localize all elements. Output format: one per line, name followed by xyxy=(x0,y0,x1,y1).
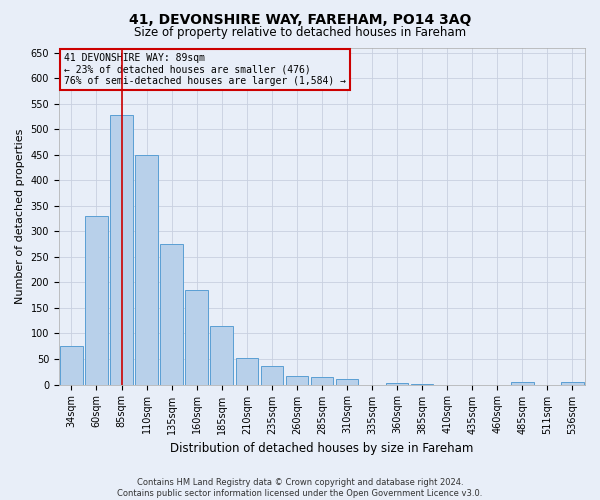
Bar xyxy=(60,346,83,385)
Bar xyxy=(386,382,409,384)
Bar xyxy=(336,380,358,384)
Bar xyxy=(236,358,258,384)
Bar xyxy=(286,376,308,384)
Bar xyxy=(185,290,208,384)
Text: 41 DEVONSHIRE WAY: 89sqm
← 23% of detached houses are smaller (476)
76% of semi-: 41 DEVONSHIRE WAY: 89sqm ← 23% of detach… xyxy=(64,52,346,86)
Bar xyxy=(561,382,584,384)
Y-axis label: Number of detached properties: Number of detached properties xyxy=(15,128,25,304)
Bar xyxy=(311,377,333,384)
Bar xyxy=(211,326,233,384)
X-axis label: Distribution of detached houses by size in Fareham: Distribution of detached houses by size … xyxy=(170,442,473,455)
Text: Contains HM Land Registry data © Crown copyright and database right 2024.
Contai: Contains HM Land Registry data © Crown c… xyxy=(118,478,482,498)
Bar xyxy=(260,366,283,384)
Text: 41, DEVONSHIRE WAY, FAREHAM, PO14 3AQ: 41, DEVONSHIRE WAY, FAREHAM, PO14 3AQ xyxy=(129,12,471,26)
Bar xyxy=(511,382,533,384)
Bar xyxy=(136,154,158,384)
Text: Size of property relative to detached houses in Fareham: Size of property relative to detached ho… xyxy=(134,26,466,39)
Bar xyxy=(110,116,133,384)
Bar xyxy=(85,216,108,384)
Bar xyxy=(160,244,183,384)
